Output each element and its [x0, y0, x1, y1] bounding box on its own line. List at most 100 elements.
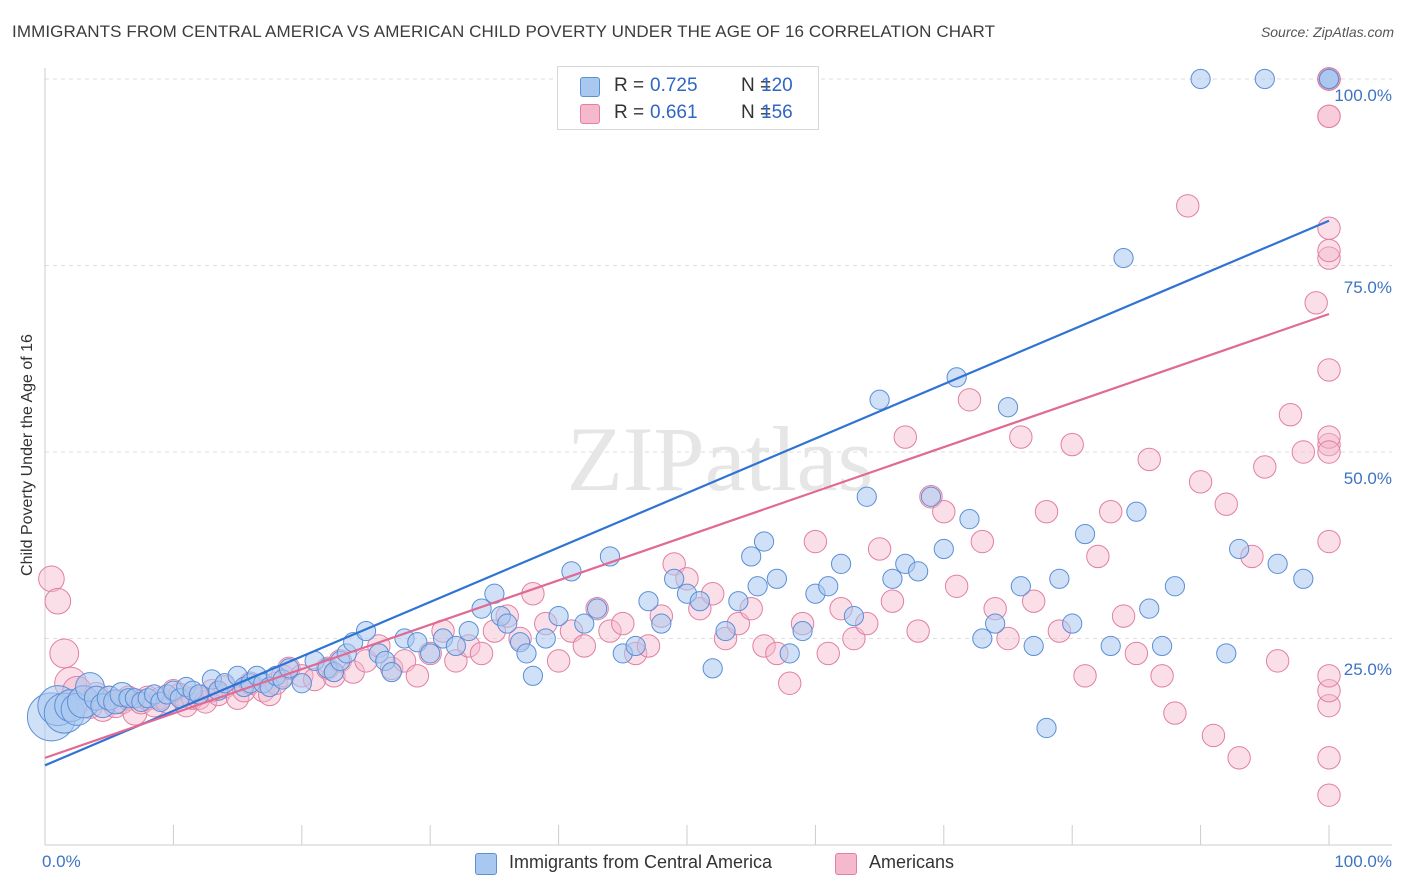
- pink-point: [44, 587, 72, 615]
- pink-point: [842, 626, 866, 651]
- pink-point: [1009, 425, 1033, 449]
- blue-point: [1113, 247, 1134, 269]
- blue-swatch-icon: [580, 77, 600, 97]
- chart-title: IMMIGRANTS FROM CENTRAL AMERICA VS AMERI…: [12, 22, 996, 41]
- pink-point: [1099, 499, 1123, 524]
- pink-point: [932, 499, 956, 524]
- legend-label-blue: Immigrants from Central America: [509, 852, 773, 872]
- pink-point: [1317, 238, 1341, 263]
- pink-point: [1278, 403, 1303, 427]
- pink-point: [1214, 492, 1238, 516]
- pink-point: [944, 574, 969, 598]
- blue-point: [753, 531, 775, 552]
- legend-n-label: N =: [741, 102, 772, 123]
- blue-point: [291, 673, 312, 694]
- blue-point: [664, 568, 685, 589]
- blue-point: [1190, 68, 1211, 90]
- pink-point: [1188, 470, 1213, 494]
- pink-point: [1291, 440, 1316, 464]
- blue-point: [651, 613, 672, 634]
- blue-point: [766, 568, 787, 589]
- pink-point: [1163, 701, 1187, 725]
- blue-point: [1036, 717, 1057, 739]
- blue-point: [420, 643, 441, 664]
- pink-point: [1150, 664, 1174, 688]
- blue-point: [587, 598, 608, 619]
- blue-point: [715, 620, 736, 642]
- blue-point: [792, 620, 813, 642]
- blue-point: [561, 561, 582, 582]
- pink-point: [598, 619, 622, 643]
- blue-point: [959, 509, 980, 530]
- blue-point: [985, 613, 1006, 634]
- blue-point: [625, 635, 646, 657]
- pink-point: [1253, 455, 1277, 479]
- pink-point: [1317, 358, 1341, 382]
- blue-point: [516, 643, 537, 664]
- y-tick-label: 25.0%: [1343, 660, 1392, 679]
- pink-point: [1021, 589, 1046, 613]
- pink-point: [1265, 649, 1290, 673]
- blue-point: [779, 643, 800, 664]
- pink-point: [957, 388, 982, 412]
- pink-point: [611, 611, 635, 636]
- blue-point: [933, 538, 954, 560]
- pink-point: [1137, 447, 1161, 472]
- pink-swatch-icon: [580, 104, 600, 124]
- blue-point: [1318, 68, 1340, 90]
- blue-point: [1074, 523, 1096, 545]
- blue-point: [1229, 538, 1250, 560]
- x-tick-label: 0.0%: [42, 852, 81, 871]
- blue-point: [574, 613, 595, 634]
- legend-n-label: N =: [741, 75, 772, 96]
- blue-point: [1023, 635, 1044, 657]
- legend-r-value: 0.661: [650, 102, 698, 123]
- blue-point: [548, 606, 569, 627]
- blue-point: [689, 591, 710, 612]
- blue-point: [1254, 68, 1275, 90]
- blue-point: [702, 658, 723, 679]
- y-axis-label: Child Poverty Under the Age of 16: [19, 334, 36, 576]
- pink-point: [1060, 432, 1084, 457]
- pink-point: [1317, 529, 1341, 554]
- source-label: Source: ZipAtlas.com: [1260, 24, 1394, 40]
- blue-trend-line: [44, 219, 1330, 767]
- blue-point: [471, 598, 492, 619]
- blue-point: [946, 367, 967, 388]
- blue-point: [1062, 613, 1083, 634]
- blue-point: [458, 620, 479, 642]
- pink-point: [1111, 604, 1136, 628]
- blue-point: [972, 628, 993, 649]
- blue-point: [497, 613, 518, 634]
- blue-point: [1139, 598, 1160, 619]
- blue-point: [445, 635, 466, 657]
- pink-point: [1317, 104, 1341, 129]
- blue-point: [381, 661, 402, 683]
- blue-point: [1164, 576, 1186, 597]
- blue-point: [535, 628, 556, 649]
- pink-point: [880, 589, 905, 613]
- blue-point: [522, 665, 544, 686]
- legend-r-label: R =: [614, 75, 645, 96]
- blue-point: [728, 591, 749, 612]
- blue-point: [747, 576, 768, 597]
- legend-label-pink: Americans: [869, 852, 955, 872]
- y-tick-label: 50.0%: [1343, 469, 1392, 488]
- blue-point: [830, 553, 852, 575]
- watermark: ZIPatlas: [567, 408, 874, 510]
- blue-point: [1126, 501, 1147, 522]
- blue-point: [1151, 635, 1173, 657]
- blue-point: [1267, 553, 1288, 575]
- blue-point: [1100, 635, 1121, 657]
- pink-point: [893, 425, 917, 449]
- blue-swatch-icon: [475, 853, 497, 875]
- legend-r-label: R =: [614, 102, 645, 123]
- pink-swatch-icon: [835, 853, 857, 875]
- blue-point: [856, 486, 877, 507]
- pink-point: [405, 664, 430, 688]
- pink-point: [1317, 246, 1341, 270]
- correlation-legend: R = 0.725 N = 120 R = 0.661 N = 156: [557, 66, 819, 130]
- blue-point: [920, 486, 942, 507]
- blue-point: [869, 389, 890, 410]
